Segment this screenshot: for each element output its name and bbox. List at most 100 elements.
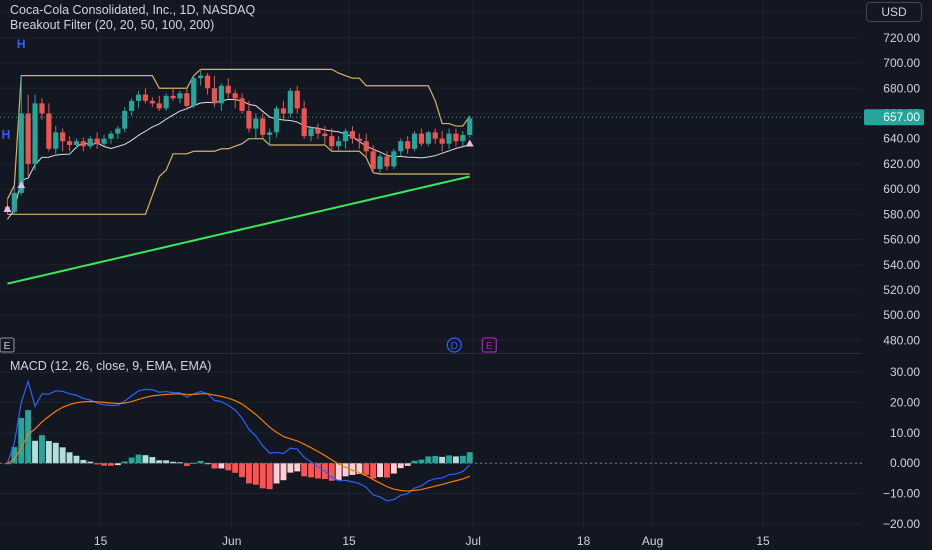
candle — [453, 128, 459, 147]
candle-body — [377, 156, 383, 169]
time-tick-label: Aug — [642, 534, 663, 548]
candle — [211, 75, 218, 108]
breakout-channels — [6, 68, 471, 285]
current-price-box — [864, 109, 924, 126]
price-tick-label: 680.00 — [883, 81, 920, 95]
candle — [391, 148, 397, 169]
candle-body — [115, 128, 121, 134]
candle — [363, 133, 369, 158]
price-tick-label: 500.00 — [883, 308, 920, 322]
time-tick-label: Jun — [222, 534, 241, 548]
macd-hist-bar — [397, 463, 404, 469]
macd-hist-bar — [211, 463, 218, 469]
macd-hist-bar — [170, 461, 176, 464]
macd-hist-bar — [404, 463, 411, 466]
candle-body — [66, 141, 73, 145]
candle-body — [60, 132, 66, 142]
macd-pane[interactable] — [0, 379, 862, 502]
candle-body — [184, 93, 190, 106]
breakout-triangle — [3, 205, 12, 213]
macd-hist-bar — [18, 417, 25, 464]
macd-hist-bar — [356, 463, 363, 474]
macd-hist-bar — [121, 461, 128, 464]
candle-body — [94, 138, 100, 144]
candle — [273, 105, 280, 138]
macd-tick-label: 10.00 — [890, 426, 920, 440]
candle-body — [460, 134, 466, 142]
macd-tick-label: 30.00 — [890, 365, 920, 379]
current-price-tag: 657.00 — [0, 109, 924, 126]
macd-hist-bar — [377, 463, 383, 478]
candle-body — [418, 133, 425, 144]
macd-hist-bar — [308, 463, 314, 478]
earnings-event-icon-left — [0, 337, 15, 353]
candle-body — [280, 108, 287, 114]
signal-markers: HH — [2, 37, 474, 213]
candle-body — [142, 94, 149, 101]
macd-hist-bar — [135, 454, 142, 464]
macd-hist-bar — [101, 463, 107, 466]
candle-body — [211, 88, 218, 104]
candle — [66, 136, 73, 152]
dividend-event-icon — [446, 337, 462, 353]
candle — [260, 113, 266, 139]
event-markers[interactable]: D EE — [0, 337, 497, 353]
macd-hist-bar — [252, 463, 259, 485]
macd-title[interactable]: MACD (12, 26, close, 9, EMA, EMA) — [10, 359, 212, 373]
macd-tick-label: −10.00 — [883, 487, 920, 501]
candle — [349, 126, 356, 144]
time-axis[interactable]: 15 Jun 15 Jul 18 Aug 15 — [94, 534, 770, 548]
candle — [101, 134, 107, 147]
candlestick-series — [4, 69, 473, 215]
candle-body — [405, 141, 411, 149]
symbol-title[interactable]: Coca-Cola Consolidated, Inc., 1D, NASDAQ — [10, 3, 256, 17]
breakout-triangle — [17, 181, 26, 189]
candle — [315, 123, 321, 139]
candle — [149, 97, 155, 108]
price-tick-label: 700.00 — [883, 56, 920, 70]
macd-hist-bar — [439, 456, 446, 464]
macd-hist-bar — [349, 463, 356, 475]
currency-button[interactable]: USD — [866, 2, 922, 22]
macd-hist-bar — [52, 442, 59, 464]
macd-hist-bar — [370, 463, 377, 479]
candle-body — [273, 108, 280, 133]
candle — [446, 128, 452, 149]
candle-body — [108, 133, 114, 139]
dividend-event-label: D — [451, 341, 458, 352]
macd-hist-bar — [418, 459, 425, 464]
macd-hist-bar — [4, 463, 11, 465]
candle-body — [260, 118, 266, 135]
candle-body — [301, 108, 307, 137]
macd-hist-bar — [66, 452, 73, 464]
macd-hist-bar — [204, 463, 211, 465]
grid-lines — [0, 0, 862, 530]
macd-hist-bar — [239, 463, 245, 478]
candle-body — [11, 192, 17, 212]
macd-hist-bar — [287, 463, 294, 473]
candle-body — [342, 131, 349, 142]
time-tick-label: 18 — [577, 534, 591, 548]
macd-hist-bar — [453, 456, 459, 464]
macd-axis[interactable]: −20.00 −10.00 0.000 10.00 20.00 30.00 — [883, 365, 920, 531]
candle — [232, 89, 238, 109]
time-tick-label: 15 — [94, 534, 108, 548]
indicator-title[interactable]: Breakout Filter (20, 20, 50, 100, 200) — [10, 18, 215, 32]
macd-hist-bar — [225, 463, 232, 471]
candle — [329, 128, 335, 152]
macd-hist-bar — [80, 459, 87, 464]
h-marker: H — [17, 37, 26, 51]
price-axis[interactable]: 480.00 500.00 520.00 540.00 560.00 580.00 600.… — [883, 6, 920, 348]
price-tick-label: 720.00 — [883, 31, 920, 45]
candle-body — [467, 118, 473, 135]
macd-hist-bar — [232, 463, 239, 473]
candle-body — [356, 138, 362, 142]
h-marker: H — [2, 128, 11, 142]
macd-hist-bar — [183, 463, 190, 466]
price-pane[interactable]: HH — [2, 37, 474, 285]
price-tick-label: 480.00 — [883, 333, 920, 347]
macd-hist-bar — [197, 460, 204, 464]
breakout-triangle — [465, 139, 474, 147]
candle — [398, 138, 404, 157]
